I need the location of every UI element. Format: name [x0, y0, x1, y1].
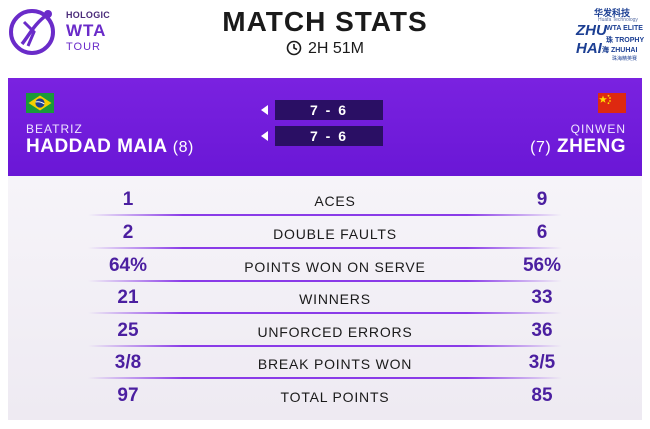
stat-p2-value: 36	[531, 320, 553, 341]
stat-row-aces: 1 ACES 9	[8, 186, 642, 218]
stat-p1-value: 3/8	[114, 352, 142, 373]
row-divider	[88, 312, 562, 314]
stat-label: WINNERS	[299, 291, 371, 307]
player1-name: HADDAD MAIA (8)	[26, 136, 194, 158]
stat-row-break-points-won: 3/8 BREAK POINTS WON 3/5	[8, 349, 642, 381]
row-divider	[88, 377, 562, 379]
score-band: BEATRIZ HADDAD MAIA (8) 7 - 6 7 - 6 QINW…	[8, 78, 642, 176]
stat-p1-value: 97	[117, 385, 139, 406]
player2-seed: (7)	[530, 139, 552, 156]
logo-r3: 海 ZHUHAI	[602, 47, 638, 54]
flag-brazil-icon	[26, 93, 54, 113]
stat-row-total-points: 97 TOTAL POINTS 85	[8, 382, 642, 414]
logo-r1: WTA ELITE	[606, 25, 643, 32]
serve-arrow-icon	[261, 131, 268, 141]
stat-label: TOTAL POINTS	[280, 389, 390, 405]
stat-p1-value: 1	[122, 189, 134, 210]
player1-seed: (8)	[172, 139, 194, 156]
logo-r4: 珠海精英赛	[612, 56, 638, 62]
page-title: MATCH STATS	[222, 6, 428, 37]
row-divider	[88, 214, 562, 216]
stat-p1-value: 64%	[108, 255, 148, 276]
logo-cn-top: 华发科技	[594, 8, 631, 18]
set-score: 7 - 6	[275, 100, 383, 120]
stat-row-double-faults: 2 DOUBLE FAULTS 6	[8, 219, 642, 251]
player1-first-name: BEATRIZ	[26, 122, 83, 136]
player2-last-name: ZHENG	[557, 136, 626, 157]
sponsor-text: HOLOGIC	[66, 10, 111, 20]
set-score-row: 7 - 6	[261, 126, 383, 146]
logo-hai: HAI	[576, 40, 602, 57]
logo-cn-sub: Huafa Technology	[598, 17, 638, 23]
stat-p2-value: 3/5	[528, 352, 556, 373]
row-divider	[88, 280, 562, 282]
flag-china-icon	[598, 93, 626, 113]
stat-label: BREAK POINTS WON	[257, 356, 413, 372]
stat-p2-value: 33	[531, 287, 553, 308]
player1-last-name: HADDAD MAIA	[26, 136, 167, 157]
stat-p1-value: 2	[122, 222, 134, 243]
stat-p2-value: 85	[531, 385, 553, 406]
stat-p2-value: 6	[536, 222, 548, 243]
stats-table: 1 ACES 9 2 DOUBLE FAULTS 6 64% POINTS WO…	[8, 176, 642, 420]
stat-label: DOUBLE FAULTS	[273, 226, 397, 242]
player2-first-name: QINWEN	[570, 122, 626, 136]
zhuhai-event-logo: 华发科技 Huafa Technology ZHU HAI WTA ELITE …	[572, 6, 646, 66]
player2-name: (7) ZHENG	[530, 136, 626, 158]
set-score: 7 - 6	[275, 126, 383, 146]
row-divider	[88, 345, 562, 347]
serve-arrow-icon	[261, 105, 268, 115]
stat-row-unforced-errors: 25 UNFORCED ERRORS 36	[8, 317, 642, 349]
stat-label: POINTS WON ON SERVE	[244, 259, 426, 275]
logo-r2: 珠 TROPHY	[606, 37, 645, 44]
stat-row-winners: 21 WINNERS 33	[8, 284, 642, 316]
wta-tour-logo: HOLOGIC WTA TOUR	[8, 6, 138, 56]
tour-name: WTA	[66, 21, 107, 40]
duration-text: 2H 51M	[307, 40, 365, 57]
stat-row-points-won-on-serve: 64% POINTS WON ON SERVE 56%	[8, 252, 642, 284]
header: HOLOGIC WTA TOUR MATCH STATS 2H 51M 华发科技…	[0, 0, 650, 76]
stat-p2-value: 56%	[522, 255, 562, 276]
stat-p1-value: 21	[117, 287, 139, 308]
match-duration: 2H 51M	[0, 40, 650, 58]
clock-icon	[286, 40, 302, 56]
stat-p2-value: 9	[536, 189, 548, 210]
stat-label: ACES	[314, 193, 356, 209]
tour-sub: TOUR	[66, 41, 101, 53]
wta-logo-icon	[9, 9, 55, 55]
logo-zhu: ZHU	[576, 22, 607, 39]
set-score-row: 7 - 6	[261, 100, 383, 120]
stat-p1-value: 25	[117, 320, 139, 341]
stat-label: UNFORCED ERRORS	[257, 324, 413, 340]
row-divider	[88, 247, 562, 249]
